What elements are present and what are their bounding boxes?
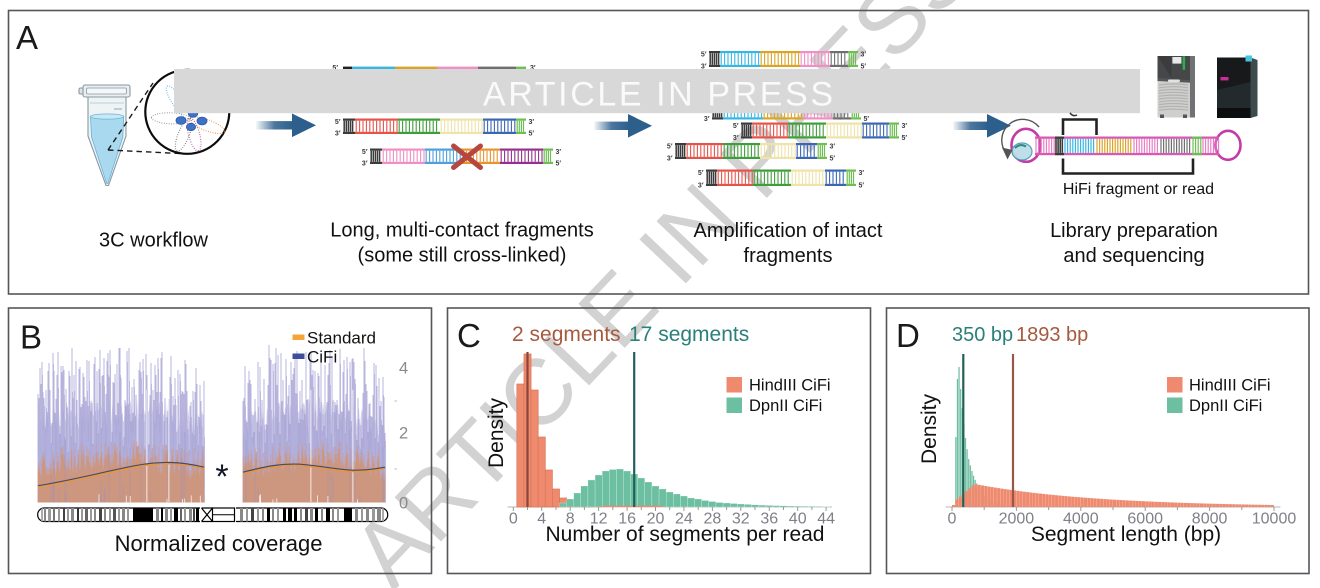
svg-text:C: C xyxy=(457,317,481,354)
svg-text:0: 0 xyxy=(948,511,957,528)
svg-text:Segment length (bp): Segment length (bp) xyxy=(1031,523,1221,546)
svg-text:CiFi: CiFi xyxy=(307,348,337,367)
svg-text:0: 0 xyxy=(509,511,518,528)
svg-text:36: 36 xyxy=(760,511,778,528)
svg-text:(some still cross-linked): (some still cross-linked) xyxy=(358,245,567,267)
svg-text:6000: 6000 xyxy=(1127,511,1163,528)
svg-text:3′: 3′ xyxy=(859,170,865,177)
svg-text:5′: 5′ xyxy=(902,135,908,142)
svg-text:3′: 3′ xyxy=(704,116,710,123)
svg-text:3′: 3′ xyxy=(701,64,707,71)
svg-text:12: 12 xyxy=(590,511,608,528)
svg-text:5′: 5′ xyxy=(667,144,673,151)
svg-text:DpnII CiFi: DpnII CiFi xyxy=(1189,397,1262,415)
svg-text:5′: 5′ xyxy=(861,64,867,71)
svg-text:4: 4 xyxy=(537,511,546,528)
svg-text:3C workflow: 3C workflow xyxy=(99,230,208,252)
svg-text:2: 2 xyxy=(399,425,408,443)
svg-text:5′: 5′ xyxy=(335,119,341,126)
svg-text:2 segments: 2 segments xyxy=(512,323,621,346)
svg-text:3′: 3′ xyxy=(335,131,341,138)
svg-text:Amplification of intact: Amplification of intact xyxy=(694,220,883,242)
svg-text:4: 4 xyxy=(399,360,408,378)
svg-text:24: 24 xyxy=(675,511,693,528)
svg-text:16: 16 xyxy=(618,511,636,528)
svg-text:Density: Density xyxy=(918,393,941,464)
svg-text:ARTICLE IN PRESS: ARTICLE IN PRESS xyxy=(483,76,833,114)
svg-text:44: 44 xyxy=(817,511,835,528)
svg-text:8: 8 xyxy=(566,511,575,528)
svg-text:10000: 10000 xyxy=(1252,511,1297,528)
svg-text:5′: 5′ xyxy=(733,123,739,130)
svg-text:4000: 4000 xyxy=(1063,511,1099,528)
svg-text:5′: 5′ xyxy=(859,183,865,190)
svg-text:28: 28 xyxy=(704,511,722,528)
svg-text:5′: 5′ xyxy=(529,131,535,138)
svg-text:Standard: Standard xyxy=(307,329,376,348)
svg-text:Density: Density xyxy=(485,397,508,468)
svg-text:5′: 5′ xyxy=(698,170,704,177)
svg-text:5′: 5′ xyxy=(556,161,562,168)
svg-text:5′: 5′ xyxy=(362,149,368,156)
svg-text:3′: 3′ xyxy=(733,135,739,142)
svg-text:Number of segments per read: Number of segments per read xyxy=(546,523,825,546)
svg-text:0: 0 xyxy=(399,495,408,513)
svg-text:D: D xyxy=(896,317,920,354)
svg-text:HindIII CiFi: HindIII CiFi xyxy=(1189,377,1271,395)
svg-text:and sequencing: and sequencing xyxy=(1063,245,1204,267)
svg-text:Library preparation: Library preparation xyxy=(1050,220,1218,242)
svg-text:5′: 5′ xyxy=(864,116,870,123)
svg-text:A: A xyxy=(16,19,38,56)
svg-text:5′: 5′ xyxy=(830,156,836,163)
svg-text:3′: 3′ xyxy=(556,149,562,156)
svg-text:Long, multi-contact fragments: Long, multi-contact fragments xyxy=(330,220,593,242)
svg-text:20: 20 xyxy=(647,511,665,528)
svg-text:*: * xyxy=(215,458,228,496)
svg-text:3′: 3′ xyxy=(830,144,836,151)
svg-text:40: 40 xyxy=(789,511,807,528)
svg-text:HiFi fragment or read: HiFi fragment or read xyxy=(1063,181,1214,198)
svg-text:B: B xyxy=(20,319,42,356)
svg-text:DpnII CiFi: DpnII CiFi xyxy=(749,397,822,415)
svg-text:32: 32 xyxy=(732,511,750,528)
svg-text:1893 bp: 1893 bp xyxy=(1016,324,1088,346)
svg-text:HindIII CiFi: HindIII CiFi xyxy=(749,377,831,395)
svg-text:fragments: fragments xyxy=(744,245,833,267)
svg-text:3′: 3′ xyxy=(362,161,368,168)
svg-text:3′: 3′ xyxy=(698,183,704,190)
svg-text:5′: 5′ xyxy=(332,65,338,72)
svg-text:350 bp: 350 bp xyxy=(952,324,1013,346)
svg-text:8000: 8000 xyxy=(1192,511,1228,528)
svg-text:5′: 5′ xyxy=(701,52,707,59)
svg-text:3′: 3′ xyxy=(530,65,536,72)
svg-text:3′: 3′ xyxy=(529,119,535,126)
svg-text:17 segments: 17 segments xyxy=(629,323,749,346)
svg-text:3′: 3′ xyxy=(902,123,908,130)
svg-text:3′: 3′ xyxy=(861,52,867,59)
svg-text:3′: 3′ xyxy=(667,156,673,163)
svg-text:2000: 2000 xyxy=(999,511,1035,528)
svg-text:Normalized coverage: Normalized coverage xyxy=(115,531,323,556)
